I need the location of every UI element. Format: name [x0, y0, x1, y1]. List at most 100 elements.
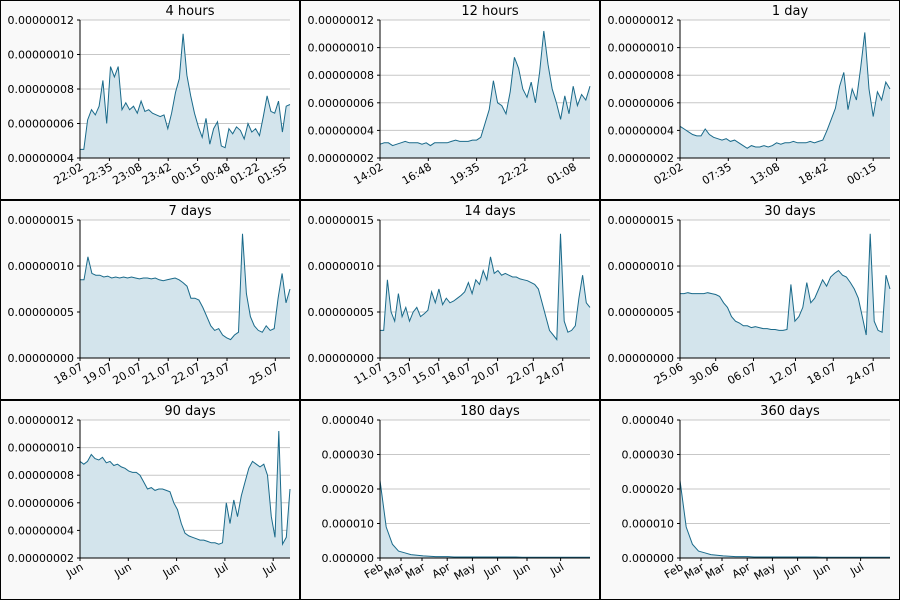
chart-svg: 180 days 0.000000 0.000010 0.000020 0.000030…	[322, 404, 590, 583]
chart-panel: 360 days 0.000000 0.000010 0.000020 0.000030…	[600, 400, 900, 600]
x-tick-label: 19.07	[81, 360, 115, 387]
panel-divider	[299, 0, 301, 600]
x-tick-label: 01:22	[228, 160, 262, 187]
y-tick-label: 0.000020	[322, 483, 375, 496]
x-tick-label: 25.07	[247, 360, 281, 387]
y-tick-label: 0.00000008	[608, 69, 674, 82]
x-tick-label: 30.06	[687, 360, 721, 387]
series-line	[80, 233, 291, 341]
y-tick-label: 0.000040	[622, 414, 675, 427]
x-tick-label: May	[752, 560, 779, 583]
y-tick-label: 0.00000012	[8, 14, 74, 27]
y-tick-label: 0.00000000	[608, 352, 674, 365]
series-line	[679, 480, 890, 558]
series-line	[680, 233, 891, 336]
x-tick-label: 13:08	[748, 160, 782, 187]
x-tick-label: Jun	[510, 560, 532, 580]
x-tick-label: Jul	[260, 560, 279, 578]
y-tick-label: 0.00000002	[308, 152, 374, 165]
y-tick-label: 0.00000015	[8, 214, 74, 227]
x-tick-label: 22:35	[81, 160, 115, 187]
x-tick-label: Jul	[547, 560, 566, 578]
series-line	[79, 430, 291, 547]
x-tick-label: Jun	[481, 560, 503, 580]
y-tick-label: 0.00000012	[308, 14, 374, 27]
y-tick-label: 0.00000004	[308, 124, 374, 137]
x-tick-label: Jul	[212, 560, 231, 578]
x-tick-label: 01:55	[255, 160, 289, 187]
x-tick-label: 24.07	[845, 360, 879, 387]
y-tick-label: 0.00000015	[608, 214, 674, 227]
x-tick-label: Jun	[160, 560, 182, 580]
chart-svg: 12 hours 0.00000002 0.00000004 0.00000006 0.…	[308, 4, 591, 187]
x-tick-label: Mar	[403, 560, 428, 582]
x-tick-label: 00:48	[199, 160, 233, 187]
x-tick-label: 18.07	[805, 360, 839, 387]
y-tick-label: 0.00000015	[308, 214, 374, 227]
x-tick-label: Jun	[810, 560, 832, 580]
y-tick-label: 0.00000006	[608, 97, 674, 110]
y-tick-label: 0.00000010	[8, 260, 74, 273]
series-area	[680, 32, 890, 158]
chart-panel: 180 days 0.000000 0.000010 0.000020 0.000030…	[300, 400, 600, 600]
chart-title: 7 days	[168, 204, 211, 219]
series-line	[379, 30, 591, 147]
x-tick-label: 07:35	[700, 160, 734, 187]
chart-title: 30 days	[764, 204, 816, 219]
y-tick-label: 0.000030	[322, 449, 375, 462]
series-line	[80, 33, 291, 150]
chart-panel: 7 days 0.00000000 0.00000005 0.00000010 0.00…	[0, 200, 300, 400]
series-area	[80, 33, 290, 158]
y-tick-label: 0.000000	[322, 552, 375, 565]
y-tick-label: 0.00000002	[608, 152, 674, 165]
y-tick-label: 0.00000006	[308, 97, 374, 110]
series-area	[80, 233, 290, 358]
y-tick-label: 0.00000010	[608, 42, 674, 55]
x-tick-label: 21.07	[140, 360, 174, 387]
x-tick-label: 19:35	[448, 160, 482, 187]
series-area	[380, 233, 590, 358]
panel-divider	[0, 399, 900, 401]
x-tick-label: Apr	[730, 560, 753, 581]
y-tick-label: 0.00000010	[8, 49, 74, 62]
x-tick-label: 20.07	[469, 360, 503, 387]
chart-panel: 90 days 0.00000002 0.00000004 0.00000006 0.0…	[0, 400, 300, 600]
x-tick-label: Jun	[781, 560, 803, 580]
y-tick-label: 0.00000008	[308, 69, 374, 82]
y-tick-label: 0.00000006	[8, 118, 74, 131]
x-tick-label: 23:08	[110, 160, 144, 187]
chart-panel: 30 days 0.00000000 0.00000005 0.00000010 0.0…	[600, 200, 900, 400]
chart-title: 12 hours	[461, 4, 518, 19]
x-tick-label: Jul	[847, 560, 866, 578]
chart-title: 4 hours	[166, 4, 215, 19]
x-tick-label: 13.07	[381, 360, 415, 387]
chart-svg: 360 days 0.000000 0.000010 0.000020 0.000030…	[622, 404, 890, 583]
x-tick-label: May	[452, 560, 479, 583]
y-tick-label: 0.000010	[322, 518, 375, 531]
x-tick-label: 23:42	[140, 160, 174, 187]
panel-divider	[0, 199, 900, 201]
chart-panel: 12 hours 0.00000002 0.00000004 0.00000006 0.…	[300, 0, 600, 200]
chart-svg: 7 days 0.00000000 0.00000005 0.00000010 0.00…	[8, 204, 291, 387]
y-tick-label: 0.00000010	[308, 42, 374, 55]
y-tick-label: 0.00000012	[8, 414, 74, 427]
x-tick-label: 16:48	[400, 160, 434, 187]
x-tick-label: 22.07	[505, 360, 539, 387]
x-tick-label: 24.07	[534, 360, 568, 387]
chart-title: 180 days	[460, 404, 520, 419]
y-tick-label: 0.00000004	[8, 152, 74, 165]
chart-title: 360 days	[760, 404, 820, 419]
y-tick-label: 0.00000008	[8, 469, 74, 482]
y-tick-label: 0.00000004	[608, 124, 674, 137]
x-tick-label: Mar	[703, 560, 728, 582]
chart-panel: 4 hours 0.00000004 0.00000006 0.00000008 0.0…	[0, 0, 300, 200]
y-tick-label: 0.000030	[622, 449, 675, 462]
chart-title: 1 day	[772, 4, 809, 19]
y-tick-label: 0.000000	[622, 552, 675, 565]
x-tick-label: 00:15	[169, 160, 203, 187]
y-tick-label: 0.00000012	[608, 14, 674, 27]
x-tick-label: 18.07	[440, 360, 474, 387]
chart-title: 90 days	[164, 404, 216, 419]
y-tick-label: 0.00000005	[8, 306, 74, 319]
series-line	[380, 233, 591, 341]
